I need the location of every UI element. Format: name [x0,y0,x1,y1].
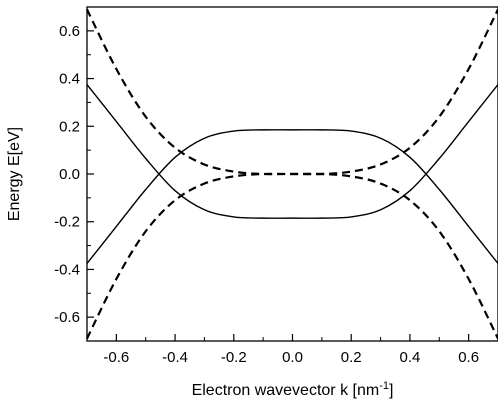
y-axis-label: Energy E[eV] [6,127,23,221]
x-tick-label: 0.4 [399,349,420,366]
x-axis-label-main: Electron wavevector k [nm [192,382,380,399]
x-tick-label: 0.0 [282,349,303,366]
y-tick-label: 0.6 [59,23,80,40]
x-tick-label: 0.2 [341,349,362,366]
solid-curve-1 [86,84,498,219]
y-tick-label: 0.2 [59,118,80,135]
solid-curve-0 [86,129,498,264]
y-tick-label: 0.0 [59,166,80,183]
dashed-curve-2 [86,8,498,176]
y-tick-label: -0.2 [54,214,80,231]
y-tick-label: 0.4 [59,71,80,88]
dashed-curve-3 [86,172,498,340]
x-tick-label: -0.6 [103,349,129,366]
x-axis-label-end: ] [389,382,393,399]
x-tick-label: -0.4 [162,349,188,366]
x-axis-label-superscript: -1 [379,380,389,392]
x-tick-label: -0.2 [221,349,247,366]
x-tick-label: 0.6 [458,349,479,366]
ticks-layer: -0.6 -0.4 -0.2 0.0 0.2 0.4 0.6 -0.6 -0.4 -0.2 0.0 0… [54,23,479,366]
y-tick-label: -0.4 [54,261,80,278]
series-layer [86,8,498,340]
y-tick-label: -0.6 [54,309,80,326]
x-axis-label: Electron wavevector k [nm-1] [192,380,394,399]
